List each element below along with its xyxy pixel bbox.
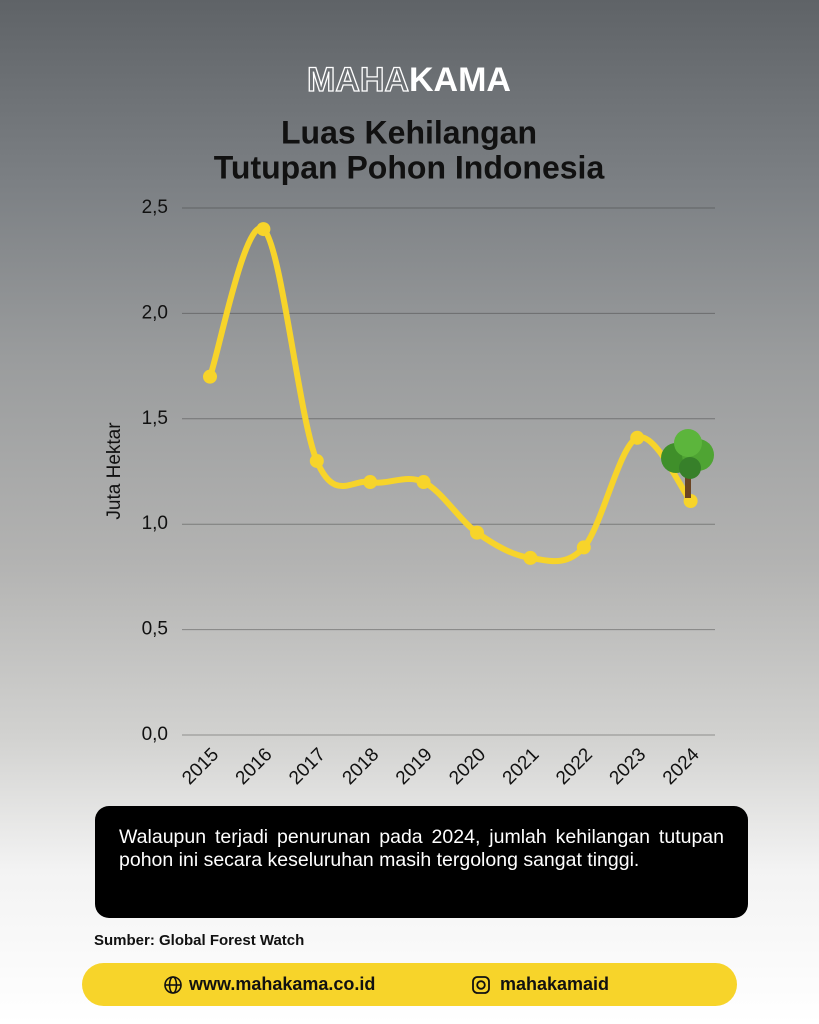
globe-icon (164, 976, 182, 994)
data-line (207, 225, 694, 565)
y-tick-label: 2,5 (142, 197, 168, 218)
data-point (470, 525, 484, 540)
chart-title: Luas Kehilangan (281, 114, 537, 150)
tree-icon (661, 429, 714, 498)
y-tick-label: 0,0 (142, 724, 168, 745)
x-tick-label: 2022 (552, 744, 597, 789)
brand-logo: MAHAKAMA (307, 61, 511, 99)
y-axis-label: Juta Hektar (104, 422, 125, 520)
y-tick-label: 0,5 (142, 619, 168, 640)
data-point (576, 540, 591, 555)
data-point (363, 475, 378, 490)
x-tick-label: 2020 (445, 744, 490, 789)
x-tick-label: 2019 (392, 744, 437, 789)
y-tick-label: 1,5 (142, 408, 168, 429)
data-point (256, 222, 271, 237)
x-tick-label: 2023 (606, 744, 651, 789)
y-tick-label: 2,0 (142, 302, 168, 323)
x-tick-label: 2018 (339, 744, 384, 789)
data-point (416, 475, 431, 490)
website: www.mahakama.co.id (188, 974, 375, 994)
x-tick-label: 2024 (659, 744, 704, 789)
source: Sumber: Global Forest Watch (94, 932, 304, 949)
instagram: mahakamaid (500, 974, 609, 994)
data-point (203, 369, 217, 384)
x-tick-label: 2015 (178, 744, 223, 789)
brand-bold: KAMA (409, 61, 511, 99)
footer-bar (82, 963, 737, 1006)
data-point (523, 550, 538, 565)
x-tick-label: 2016 (232, 744, 277, 789)
brand-light: MAHA (307, 61, 409, 99)
instagram-icon (472, 976, 490, 994)
note-box: Walaupun terjadi penurunan pada 2024, ju… (95, 806, 748, 918)
data-point (630, 430, 645, 445)
data-point (309, 453, 324, 468)
chart-title: Tutupan Pohon Indonesia (214, 149, 605, 185)
x-tick-label: 2017 (285, 744, 330, 789)
x-tick-label: 2021 (499, 744, 544, 789)
y-tick-label: 1,0 (142, 513, 168, 534)
